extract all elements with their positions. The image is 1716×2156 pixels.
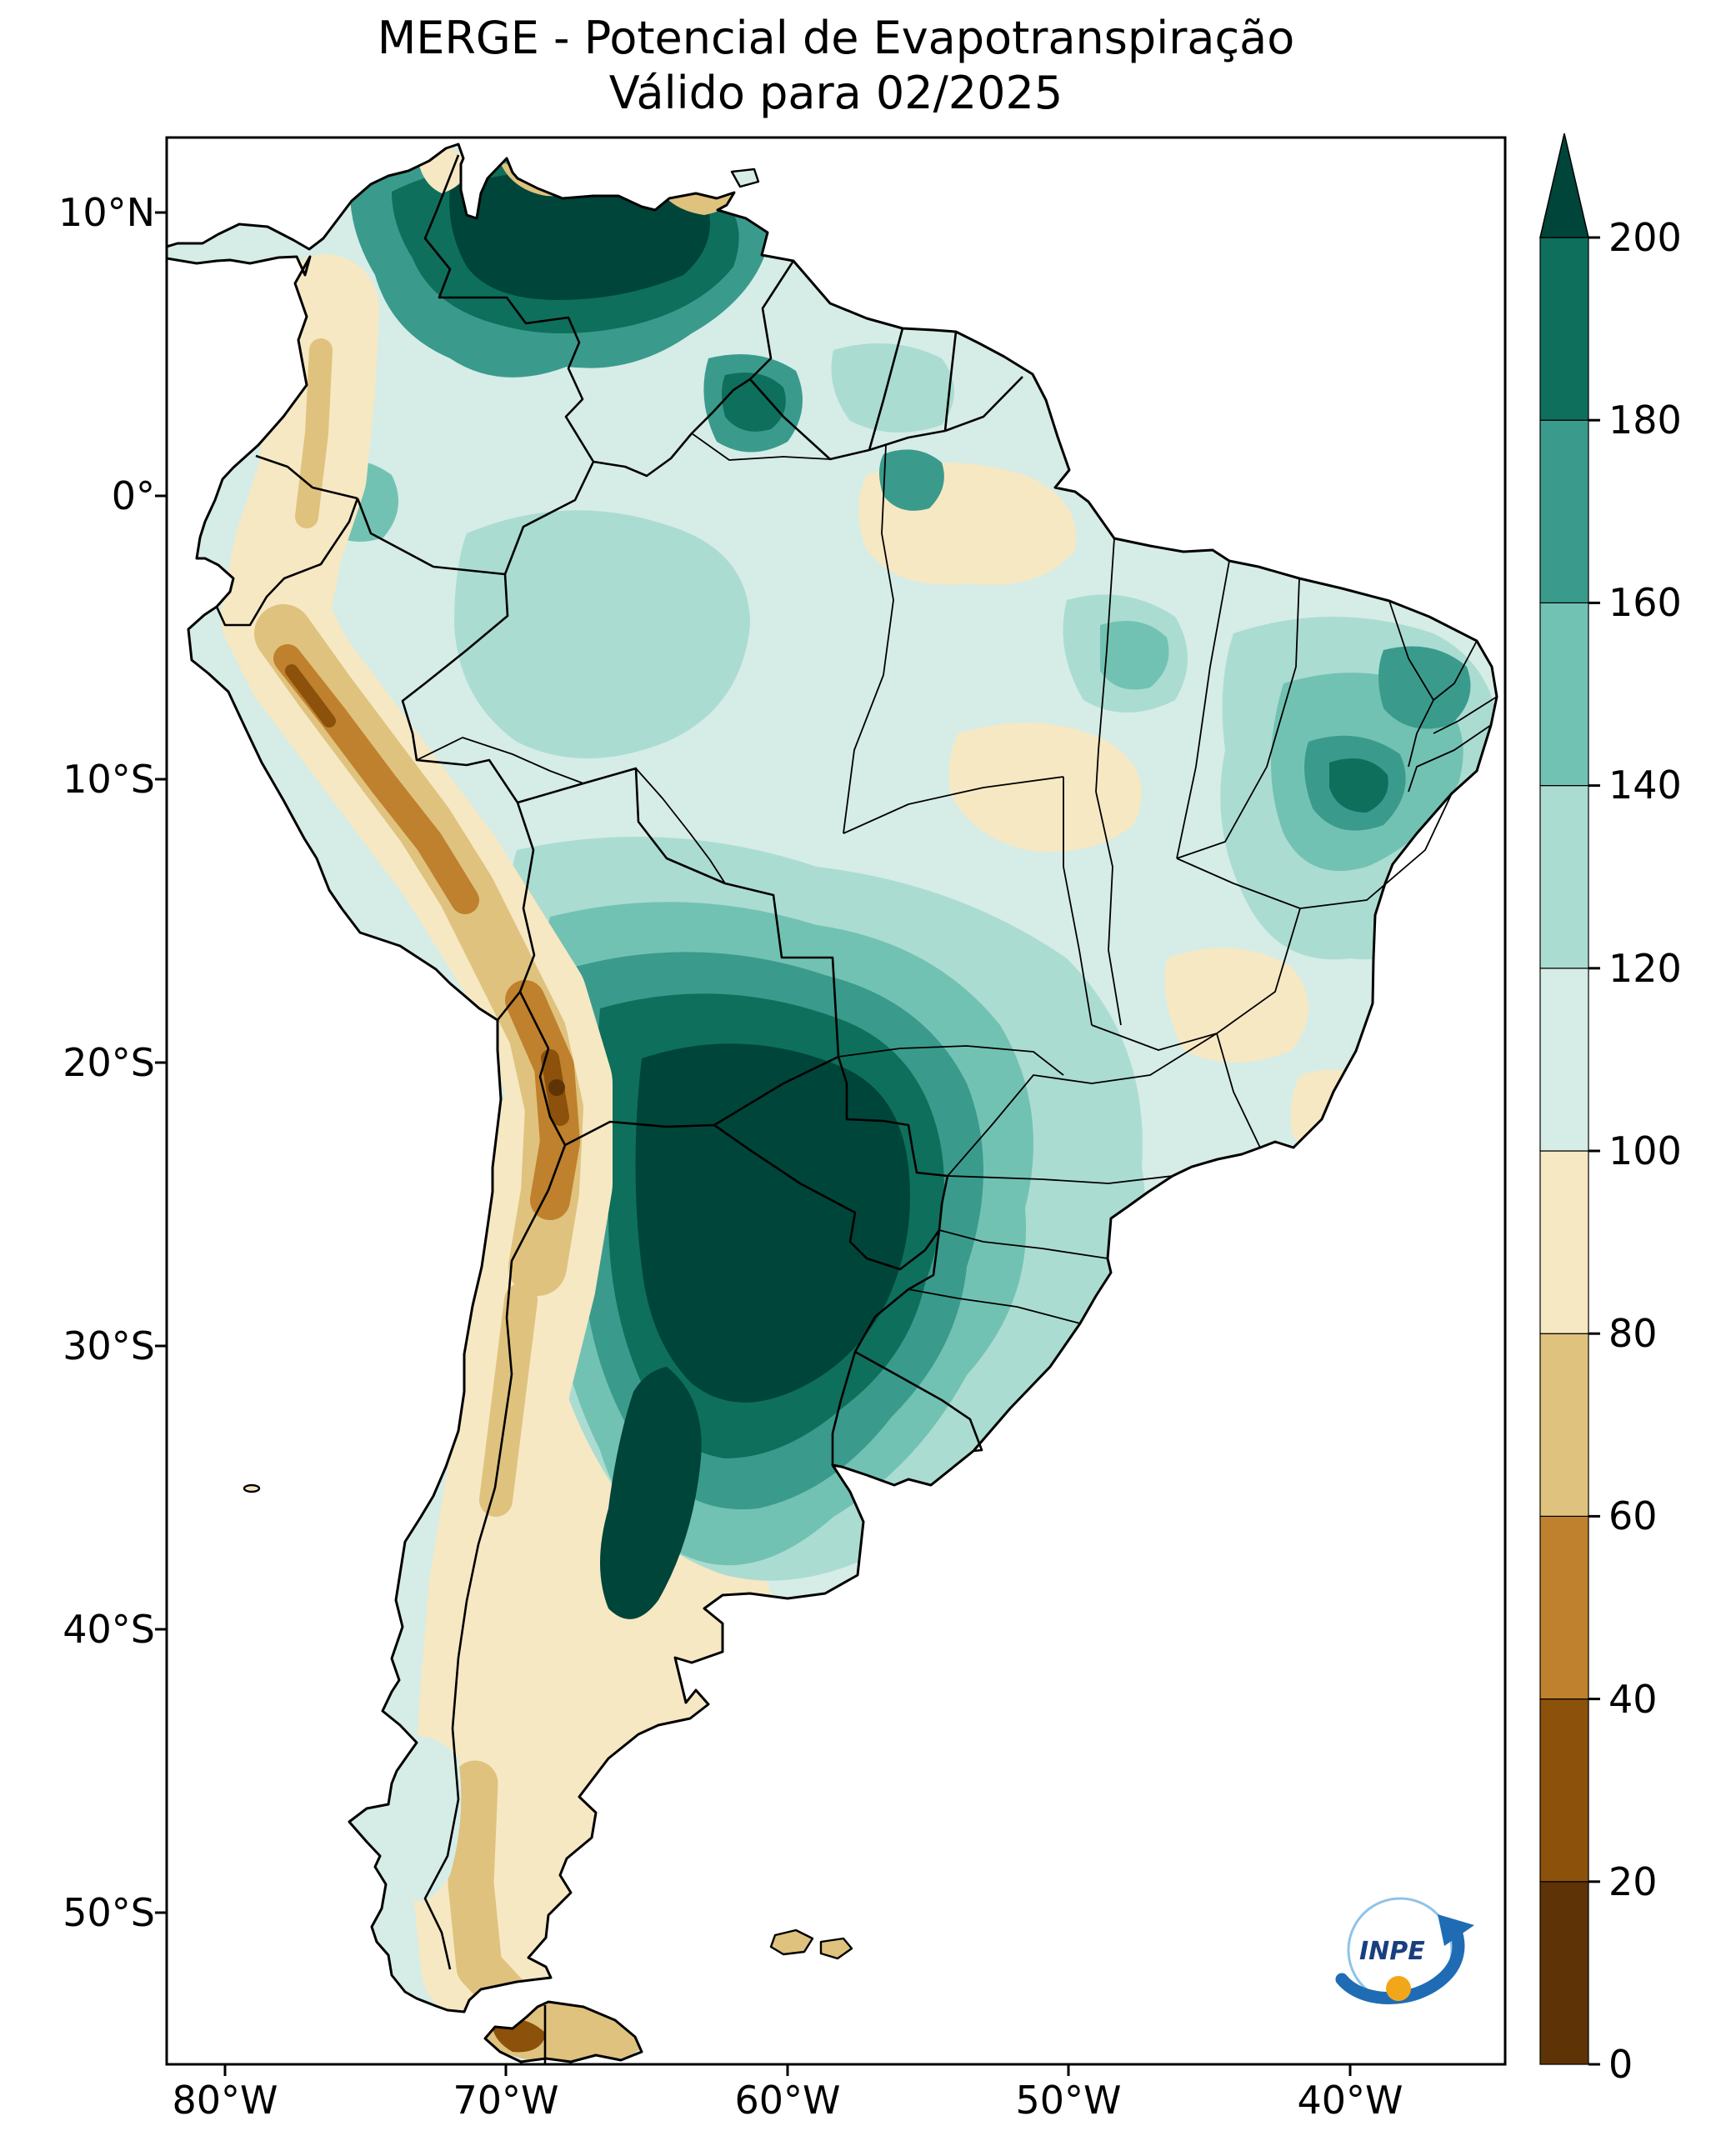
chart-subtitle: Válido para 02/2025 bbox=[608, 67, 1063, 119]
colorbar-segment bbox=[1539, 237, 1589, 421]
lat-tick-label-10n: 10°N bbox=[58, 190, 155, 235]
plot-frame bbox=[165, 136, 1507, 2066]
lat-tick-label-40s: 40°S bbox=[63, 1607, 155, 1652]
andes-band-20-40-peru bbox=[285, 664, 336, 728]
logo-arrow-swoosh bbox=[1335, 1921, 1465, 2004]
map-content bbox=[167, 143, 1498, 2064]
contour-manaus-spot-160-180 bbox=[879, 449, 944, 511]
colorbar-extend-arrow bbox=[1539, 133, 1589, 238]
contour-ne-core-180-200 bbox=[1329, 758, 1388, 813]
axis-ticks bbox=[155, 211, 1352, 2076]
lat-tick-label-50s: 50°S bbox=[63, 1890, 155, 1935]
cb-tick-160: 160 bbox=[1608, 580, 1682, 625]
logo-arrow-head bbox=[1438, 1914, 1474, 1946]
chart-title: MERGE - Potencial de Evapotranspiração bbox=[377, 12, 1295, 64]
contour-central-brazil-80-100 bbox=[948, 723, 1142, 852]
andes-core-0-20 bbox=[548, 1079, 565, 1096]
lat-tick-label-10s: 10°S bbox=[63, 757, 155, 802]
colorbar-segment bbox=[1539, 419, 1589, 604]
lon-tick-label-70w: 70°W bbox=[453, 2078, 559, 2123]
inpe-logo: INPE bbox=[1335, 1897, 1474, 2004]
colorbar-segment bbox=[1539, 784, 1589, 969]
coastline-tierra-del-fuego bbox=[483, 2000, 643, 2063]
lon-tick-label-80w: 80°W bbox=[172, 2078, 278, 2123]
cb-tick-20: 20 bbox=[1608, 1859, 1658, 1904]
cb-tick-180: 180 bbox=[1608, 398, 1682, 443]
colorbar-segment bbox=[1539, 1515, 1589, 1700]
cb-tick-120: 120 bbox=[1608, 946, 1682, 991]
colorbar-segment bbox=[1539, 1881, 1589, 2065]
lat-tick-label-20s: 20°S bbox=[63, 1040, 155, 1085]
cb-tick-60: 60 bbox=[1608, 1493, 1658, 1538]
contour-chaco-tongue-gt200 bbox=[600, 1367, 702, 1619]
lon-tick-label-60w: 60°W bbox=[734, 2078, 841, 2123]
coastline-falklands bbox=[769, 1928, 853, 1960]
colorbar-segment bbox=[1539, 1698, 1589, 1883]
contour-guianas-120-140 bbox=[831, 343, 954, 433]
colorbar-segment bbox=[1539, 1150, 1589, 1334]
lon-tick-label-40w: 40°W bbox=[1297, 2078, 1403, 2123]
coastline-trinidad bbox=[730, 168, 760, 188]
colorbar bbox=[1539, 133, 1600, 2066]
small-pacific-island bbox=[243, 1483, 261, 1493]
contour-west-amazon-120-140 bbox=[454, 510, 750, 758]
contour-chaco-core-gt200 bbox=[635, 1043, 910, 1403]
logo-text: INPE bbox=[1359, 1937, 1425, 1966]
contour-field bbox=[167, 144, 1497, 2062]
cb-tick-0: 0 bbox=[1608, 2042, 1633, 2087]
cb-tick-40: 40 bbox=[1608, 1677, 1658, 1722]
colorbar-segment bbox=[1539, 1333, 1589, 1517]
state-borders bbox=[416, 433, 1498, 1324]
contour-ne-spot1-160-180 bbox=[1378, 646, 1471, 729]
contour-falklands-60-80 bbox=[767, 1925, 858, 1967]
colorbar-segment bbox=[1539, 602, 1589, 787]
contour-para-spot-140-160 bbox=[1100, 621, 1169, 690]
lon-tick-label-50w: 50°W bbox=[1015, 2078, 1122, 2123]
contour-eastern-plateau-80-100 bbox=[1164, 948, 1308, 1063]
contour-south-chile-100-120 bbox=[388, 1736, 462, 1902]
lat-tick-label-0: 0° bbox=[111, 473, 155, 518]
andes-band-60-80-ecuador bbox=[295, 338, 333, 528]
logo-orange-ball bbox=[1386, 1976, 1411, 2001]
cb-tick-100: 100 bbox=[1608, 1128, 1682, 1173]
coastline-mainland bbox=[167, 143, 1498, 2013]
lat-tick-label-30s: 30°S bbox=[63, 1323, 155, 1368]
colorbar-segment bbox=[1539, 968, 1589, 1152]
cb-tick-140: 140 bbox=[1608, 763, 1682, 808]
cb-tick-200: 200 bbox=[1608, 215, 1682, 260]
cb-tick-80: 80 bbox=[1608, 1311, 1658, 1356]
contour-espirito-santo-80-100 bbox=[1290, 1069, 1389, 1168]
